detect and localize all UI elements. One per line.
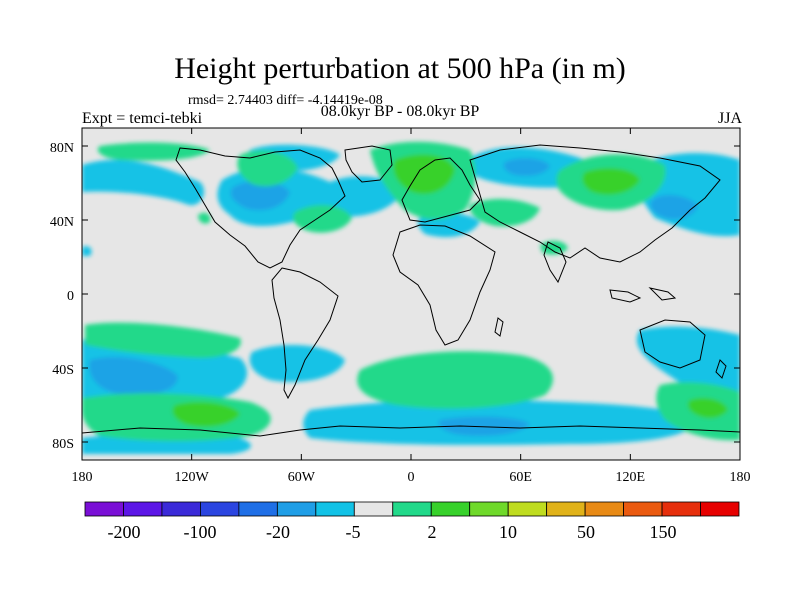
coastline (401, 157, 481, 223)
contour-region (357, 351, 553, 409)
lat-tick-label: 80N (50, 141, 74, 156)
coastlines (82, 144, 740, 437)
colorbar-box (200, 501, 240, 517)
lon-tick-label: 60E (509, 470, 532, 485)
colorbar-label: -100 (184, 522, 217, 542)
contour-region (97, 142, 210, 161)
coastline (609, 289, 642, 303)
colorbar-labels: -200 -100 -20 -5 2 10 50 150 (108, 522, 677, 542)
contour-region (89, 357, 178, 396)
contour-region (198, 212, 211, 224)
coastline (639, 319, 706, 369)
season-label: JJA (717, 110, 742, 127)
contour-region (687, 398, 728, 419)
colorbar-box (392, 501, 432, 517)
coastline (543, 241, 567, 284)
coastline (344, 145, 393, 183)
lon-tick-label: 120E (616, 470, 646, 485)
lat-tick-label: 0 (67, 289, 74, 304)
colorbar-box (123, 501, 163, 517)
coastline (392, 224, 496, 346)
contour-field (82, 128, 740, 460)
contour-region (469, 198, 540, 227)
colorbar-box (623, 501, 663, 517)
coastline (494, 317, 504, 337)
colorbar-box (430, 501, 471, 517)
colorbar-label: -20 (266, 522, 290, 542)
period-label: 08.0kyr BP - 08.0kyr BP (320, 103, 480, 120)
contour-region (85, 322, 241, 358)
contour-region (650, 194, 698, 220)
lon-tick-label: 180 (72, 470, 93, 485)
contour-region (438, 416, 530, 436)
colorbar-box (546, 501, 586, 517)
contour-region (636, 326, 740, 401)
coastline (271, 267, 339, 400)
colorbar-label: 150 (650, 522, 677, 542)
colorbar-label: -5 (346, 522, 361, 542)
contour-region (393, 154, 455, 194)
lon-tick-label: 180 (730, 470, 751, 485)
lat-tick-label: 40S (52, 363, 74, 378)
lon-tick-label: 120W (175, 470, 210, 485)
colorbar-box (238, 501, 278, 517)
colorbar-box (469, 501, 509, 517)
colorbar-label: 2 (428, 522, 437, 542)
lat-tick-label: 80S (52, 437, 74, 452)
longitude-axis: 180 120W 60W 0 60E 120E 180 (72, 128, 751, 485)
colorbar-box (353, 501, 394, 517)
contour-region (82, 246, 92, 256)
contour-region (249, 345, 345, 382)
contour-region (582, 168, 640, 195)
coastline (175, 147, 346, 269)
colorbar-box (161, 501, 201, 517)
colorbar-label: -200 (108, 522, 141, 542)
contour-region (230, 180, 290, 211)
colorbar-label: 50 (577, 522, 595, 542)
lat-tick-label: 40N (50, 215, 74, 230)
lon-tick-label: 60W (288, 470, 316, 485)
colorbar-box (276, 501, 317, 517)
coastline (715, 359, 727, 379)
contour-region (82, 159, 205, 206)
colorbar-box (507, 501, 548, 517)
colorbar-box (84, 501, 124, 517)
map-title: Height perturbation at 500 hPa (in m) (174, 52, 626, 85)
colorbar-box (700, 501, 740, 517)
lon-tick-label: 0 (408, 470, 415, 485)
colorbar-box (584, 501, 624, 517)
colorbar-box (661, 501, 701, 517)
contour-region (172, 401, 240, 427)
coastline (648, 287, 677, 301)
contour-region (237, 150, 298, 187)
contour-region (292, 204, 352, 233)
coastline (82, 425, 740, 437)
contour-region (503, 158, 550, 176)
colorbar-box (315, 501, 355, 517)
experiment-label: Expt = temci-tebki (82, 110, 203, 127)
latitude-axis: 80N 40N 0 40S 80S (50, 141, 740, 452)
coastline (469, 144, 721, 263)
colorbar (84, 501, 740, 517)
colorbar-label: 10 (499, 522, 517, 542)
stats-label: rmsd= 2.74403 diff= -4.14419e-08 (188, 93, 383, 108)
